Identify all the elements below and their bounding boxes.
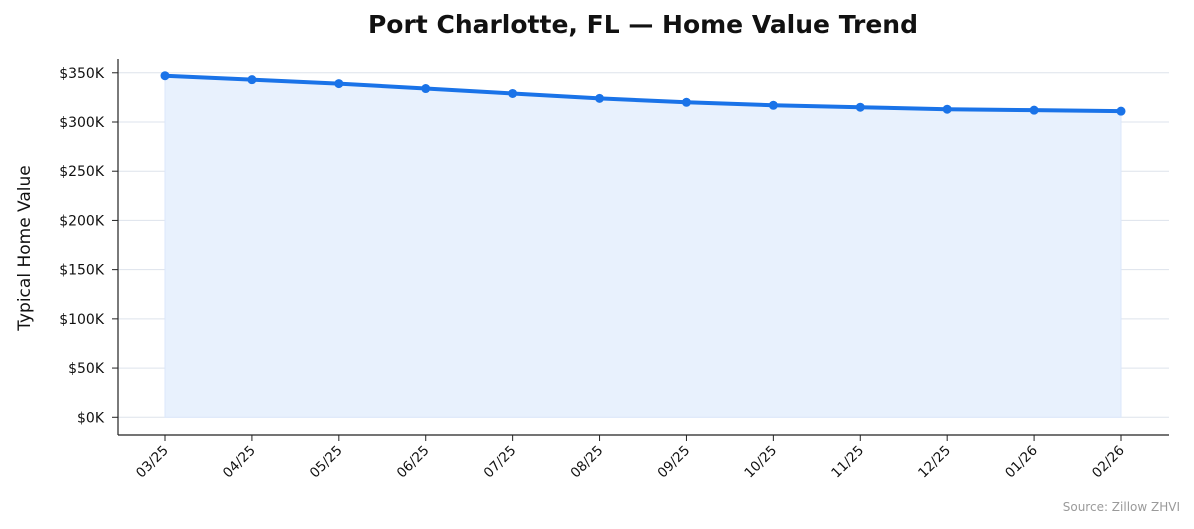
x-tick-label: 08/25 <box>568 443 607 482</box>
y-tick-label: $300K <box>59 115 105 131</box>
series-line <box>164 73 1122 114</box>
data-point <box>421 84 431 94</box>
chart-title: Port Charlotte, FL — Home Value Trend <box>367 10 918 39</box>
x-tick-label: 03/25 <box>133 443 172 482</box>
x-tick-label: 11/25 <box>828 443 867 482</box>
data-point <box>334 79 344 89</box>
y-axis-label: Typical Home Value <box>15 165 35 332</box>
x-tick-label: 07/25 <box>481 443 520 482</box>
y-tick-label: $150K <box>59 263 105 279</box>
series-area-fill <box>164 75 1122 418</box>
data-point <box>681 97 691 107</box>
x-tick-label: 06/25 <box>394 443 433 482</box>
data-point <box>595 93 605 103</box>
x-tick-label: 02/26 <box>1089 443 1128 482</box>
data-point <box>160 71 170 81</box>
x-tick-label: 04/25 <box>220 443 259 482</box>
x-axis-ticks: 03/25 04/25 05/25 06/25 07/25 08/25 09/25 10/25… <box>133 435 1128 481</box>
data-point <box>1116 106 1126 116</box>
x-tick-label: 05/25 <box>307 443 346 482</box>
source-note: Source: Zillow ZHVI <box>1062 500 1180 514</box>
data-point <box>508 88 518 98</box>
x-tick-label: 09/25 <box>654 443 693 482</box>
x-tick-label: 10/25 <box>741 443 780 482</box>
data-point <box>247 75 257 85</box>
x-tick-label: 12/25 <box>915 443 954 482</box>
y-tick-label: $350K <box>59 66 105 82</box>
data-point <box>942 104 952 114</box>
data-points <box>160 71 1126 116</box>
y-tick-label: $50K <box>68 361 105 377</box>
data-point <box>1029 105 1039 115</box>
data-point <box>768 100 778 110</box>
y-tick-label: $250K <box>59 164 105 180</box>
y-tick-label: $0K <box>77 410 105 426</box>
data-point <box>855 102 865 112</box>
y-tick-label: $200K <box>59 213 105 229</box>
x-tick-label: 01/26 <box>1002 443 1041 482</box>
y-axis-ticks: $0K $50K $100K $150K $200K $250K $300K $350K <box>59 66 118 426</box>
y-tick-label: $100K <box>59 312 105 328</box>
